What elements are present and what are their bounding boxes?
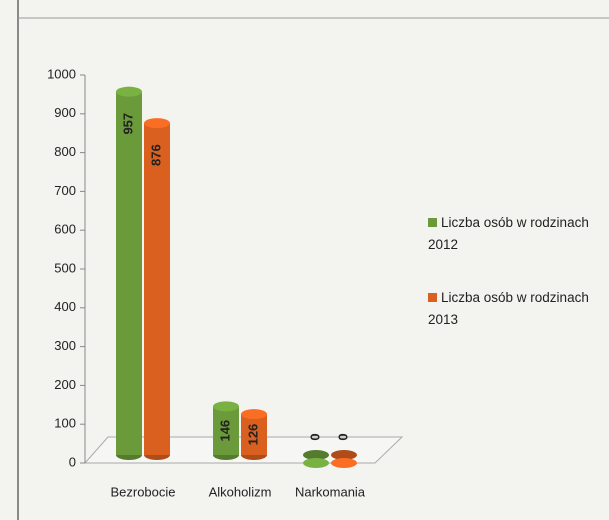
x-tick-label: Narkomania <box>295 484 366 499</box>
legend-swatch <box>428 293 437 302</box>
y-tick-label: 300 <box>54 338 76 353</box>
bar <box>144 118 170 460</box>
y-tick-label: 700 <box>54 183 76 198</box>
bar-part <box>303 450 329 460</box>
y-tick-label: 1000 <box>47 66 76 81</box>
bar-part <box>116 91 142 456</box>
legend-label: Liczba osób w rodzinach 2012 <box>428 215 589 252</box>
y-tick-label: 800 <box>54 144 76 159</box>
bar-part <box>144 118 170 129</box>
y-tick-label: 400 <box>54 299 76 314</box>
data-label: 126 <box>245 424 260 446</box>
bar-part <box>144 123 170 455</box>
bar-part <box>241 409 267 420</box>
data-label: 146 <box>217 420 232 442</box>
bar-part <box>116 86 142 97</box>
bar-part <box>241 414 267 455</box>
bar-part <box>331 450 357 460</box>
y-tick-label: 600 <box>54 222 76 237</box>
data-label: 0 <box>335 433 350 440</box>
bar <box>116 86 142 460</box>
data-label: 0 <box>307 433 322 440</box>
data-label: 957 <box>120 113 135 135</box>
y-tick-label: 0 <box>69 454 76 469</box>
bar-part <box>303 458 329 468</box>
legend-label: Liczba osób w rodzinach 2013 <box>428 290 589 327</box>
y-tick-label: 100 <box>54 416 76 431</box>
y-tick-label: 900 <box>54 105 76 120</box>
bar-part <box>213 406 239 455</box>
y-tick-label: 500 <box>54 260 76 275</box>
bar <box>241 409 267 460</box>
legend-entry: Liczba osób w rodzinach 2013 <box>428 287 608 331</box>
bar <box>303 450 329 468</box>
legend-swatch <box>428 218 437 227</box>
data-label: 876 <box>148 144 163 166</box>
bar-part <box>213 401 239 412</box>
bar <box>331 450 357 468</box>
legend-entry: Liczba osób w rodzinach 2012 <box>428 212 608 256</box>
x-tick-label: Bezrobocie <box>110 484 175 499</box>
bar <box>213 401 239 460</box>
bar-part <box>331 458 357 468</box>
x-tick-label: Alkoholizm <box>209 484 272 499</box>
y-tick-label: 200 <box>54 377 76 392</box>
